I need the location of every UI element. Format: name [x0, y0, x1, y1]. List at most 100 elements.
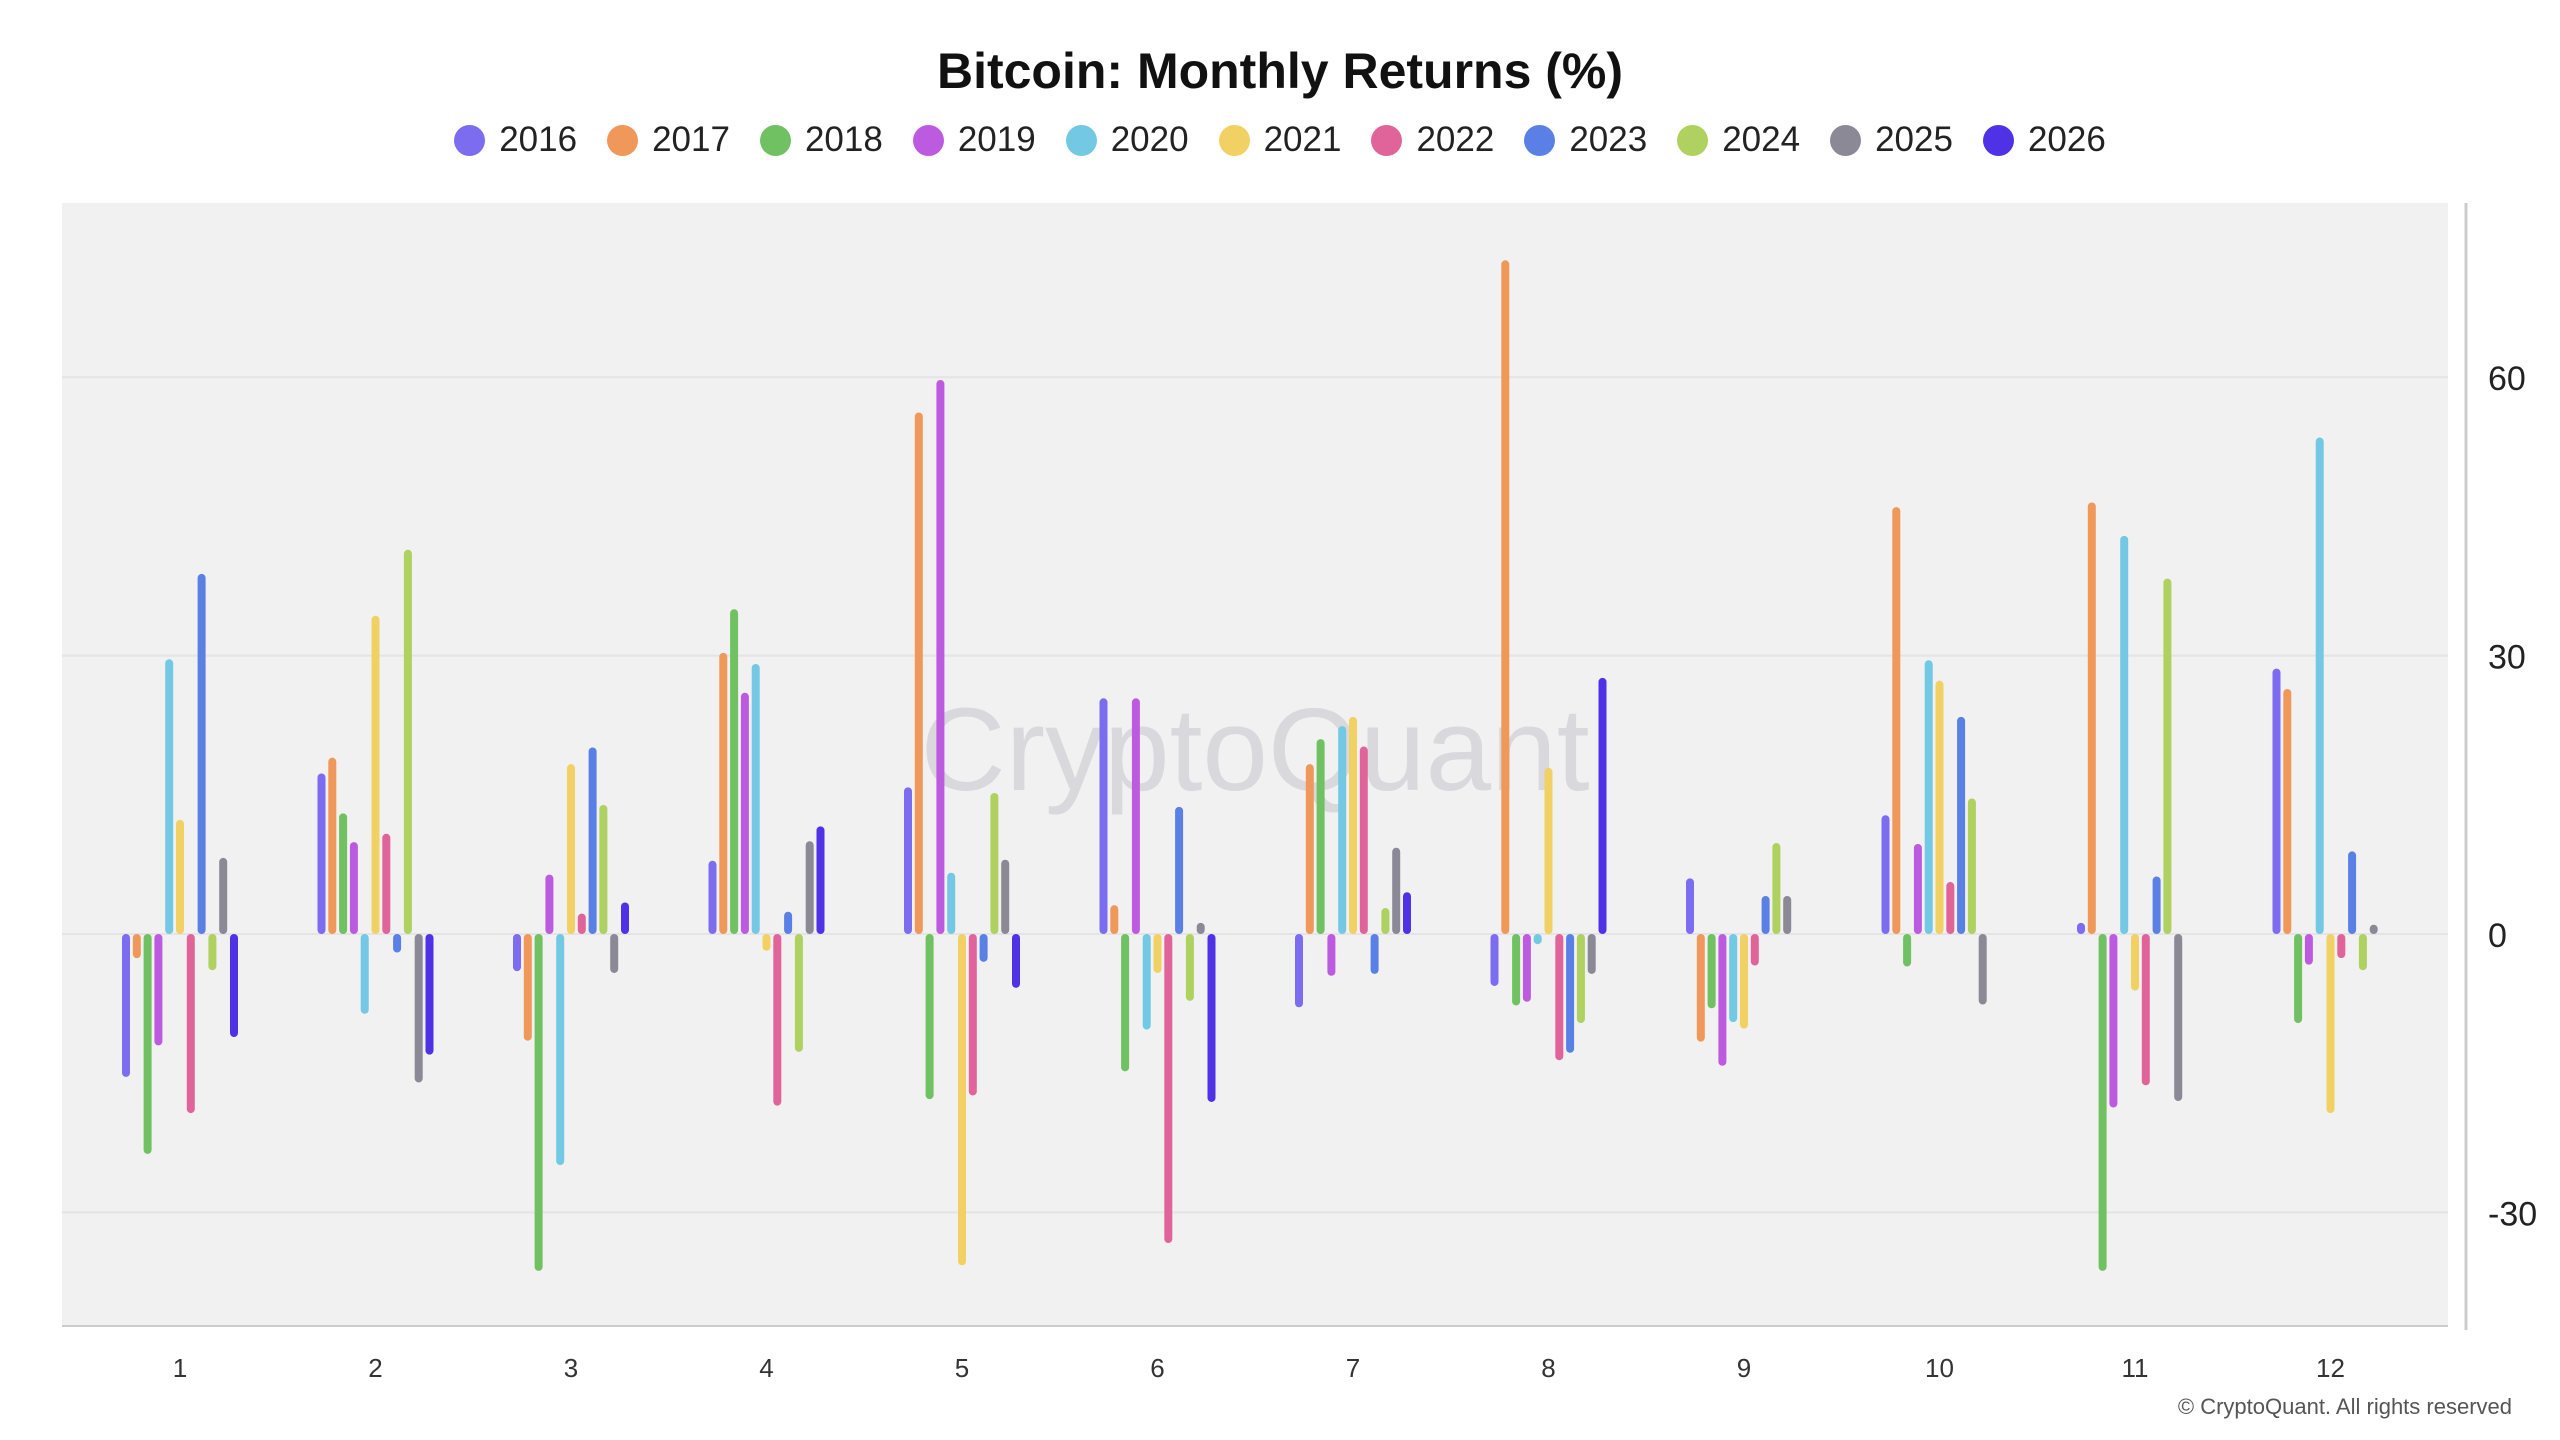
bar-2021-month-6	[1153, 934, 1162, 973]
legend-item-2020[interactable]: 2020	[1065, 120, 1189, 160]
bar-2023-month-12	[2348, 851, 2357, 934]
bar-2016-month-2	[317, 773, 326, 934]
y-tick-label: 60	[2488, 360, 2526, 398]
legend-label: 2018	[804, 120, 883, 159]
bar-2025-month-1	[219, 857, 228, 934]
bar-2020-month-10	[1924, 660, 1933, 934]
x-tick-label: 5	[955, 1353, 969, 1383]
legend-item-2026[interactable]: 2026	[1982, 120, 2106, 160]
x-tick-label: 1	[173, 1353, 187, 1383]
legend-item-2021[interactable]: 2021	[1218, 120, 1342, 160]
bar-2019-month-4	[740, 692, 749, 934]
legend-marker	[1982, 124, 2014, 156]
bar-2026-month-1	[230, 934, 238, 1038]
bar-2018-month-9	[1707, 934, 1716, 1009]
x-tick-label: 2	[368, 1353, 382, 1383]
bar-2024-month-11	[2163, 578, 2172, 934]
bar-2019-month-2	[349, 842, 358, 934]
bar-2017-month-7	[1305, 764, 1314, 934]
bar-2023-month-3	[588, 747, 597, 934]
bar-2020-month-3	[556, 934, 565, 1166]
bar-2020-month-4	[751, 663, 760, 934]
bar-2023-month-7	[1370, 934, 1379, 974]
bar-2018-month-11	[2098, 934, 2107, 1271]
bar-2022-month-7	[1359, 746, 1368, 934]
bar-2025-month-2	[414, 934, 423, 1083]
legend-item-2016[interactable]: 2016	[454, 120, 577, 160]
bar-2018-month-5	[925, 934, 934, 1100]
bar-2017-month-6	[1110, 905, 1119, 934]
x-tick-label: 4	[759, 1353, 773, 1383]
bar-2017-month-11	[2087, 502, 2096, 934]
bar-2019-month-5	[936, 379, 945, 934]
x-tick-label: 3	[564, 1353, 578, 1383]
bar-2018-month-6	[1121, 934, 1130, 1072]
bar-2024-month-10	[1967, 798, 1976, 934]
bar-2022-month-8	[1555, 934, 1564, 1061]
copyright-footer: © CryptoQuant. All rights reserved	[2177, 1394, 2512, 1419]
bar-2017-month-1	[132, 934, 141, 959]
legend-item-2018[interactable]: 2018	[759, 120, 883, 160]
x-tick-label: 11	[2122, 1353, 2149, 1383]
legend-marker	[1677, 124, 1709, 156]
bar-2025-month-11	[2174, 934, 2183, 1102]
bar-2020-month-1	[165, 659, 174, 934]
bar-2026-month-2	[425, 934, 434, 1055]
bar-2023-month-4	[784, 911, 793, 934]
bar-2016-month-7	[1295, 934, 1303, 1008]
legend-item-2024[interactable]: 2024	[1677, 120, 1800, 160]
bar-2021-month-2	[371, 615, 380, 934]
bar-2019-month-1	[154, 934, 163, 1046]
legend-item-2023[interactable]: 2023	[1524, 120, 1647, 160]
bar-2023-month-10	[1957, 716, 1966, 934]
legend-marker	[912, 124, 944, 156]
x-tick-label: 7	[1346, 1353, 1360, 1383]
bar-2017-month-5	[914, 412, 923, 934]
bar-2024-month-3	[599, 805, 608, 934]
bar-2016-month-3	[513, 934, 521, 972]
bar-2021-month-1	[176, 819, 184, 934]
bar-2026-month-3	[621, 902, 629, 934]
bar-2019-month-7	[1327, 934, 1336, 976]
legend-label: 2024	[1722, 120, 1801, 159]
bar-2017-month-2	[328, 757, 337, 934]
legend-label: 2023	[1569, 120, 1648, 159]
legend-marker	[1830, 124, 1862, 156]
bar-2020-month-6	[1142, 934, 1151, 1030]
bar-2022-month-9	[1750, 934, 1759, 966]
bar-2025-month-4	[805, 841, 814, 934]
y-tick-label: 30	[2488, 639, 2526, 677]
x-tick-label: 12	[2316, 1353, 2345, 1383]
bar-2021-month-8	[1544, 767, 1553, 934]
watermark: CryptoQuant	[921, 684, 1590, 816]
legend-item-2025[interactable]: 2025	[1830, 120, 1953, 160]
bar-2025-month-9	[1783, 895, 1792, 934]
bar-2024-month-7	[1381, 908, 1390, 934]
legend-item-2022[interactable]: 2022	[1371, 120, 1494, 160]
bar-2021-month-7	[1349, 716, 1357, 934]
bar-2019-month-12	[2304, 934, 2313, 965]
legend-marker	[1218, 124, 1250, 156]
legend-item-2019[interactable]: 2019	[912, 120, 1036, 160]
legend-marker	[454, 124, 486, 156]
bar-2016-month-12	[2272, 668, 2281, 934]
bar-2019-month-8	[1522, 934, 1531, 1002]
x-tick-label: 9	[1737, 1353, 1751, 1383]
bar-2021-month-3	[567, 764, 575, 934]
bar-2019-month-10	[1913, 843, 1922, 934]
legend-item-2017[interactable]: 2017	[607, 120, 730, 160]
bar-2019-month-11	[2109, 934, 2118, 1108]
bar-2017-month-10	[1892, 507, 1901, 934]
legend-label: 2021	[1263, 120, 1342, 159]
bar-2021-month-5	[958, 934, 966, 1266]
bar-2026-month-6	[1207, 934, 1216, 1102]
bar-2018-month-10	[1903, 934, 1912, 967]
bar-2025-month-8	[1587, 934, 1596, 974]
bar-2025-month-3	[610, 934, 619, 973]
bar-2021-month-10	[1935, 680, 1944, 934]
bar-2023-month-6	[1175, 806, 1184, 934]
bar-2017-month-4	[719, 652, 728, 934]
bar-2019-month-6	[1131, 698, 1140, 934]
legend: 2016 2017 2018 2019 2020 2021 2022 2023 2024 2025…	[0, 120, 2560, 160]
bar-2024-month-6	[1185, 934, 1194, 1001]
